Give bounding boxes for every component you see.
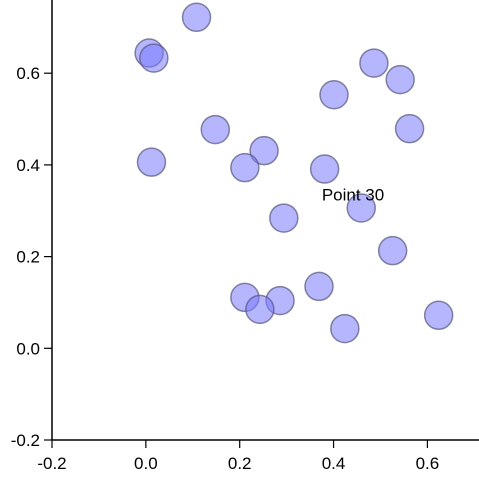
scatter-point bbox=[346, 193, 376, 223]
scatter-point bbox=[304, 271, 334, 302]
x-tick-label: 0.0 bbox=[134, 454, 158, 473]
x-tick-label: 0.2 bbox=[228, 454, 252, 473]
scatter-point bbox=[377, 235, 408, 266]
scatter-point bbox=[309, 154, 340, 184]
scatter-point bbox=[200, 114, 231, 145]
x-tick-label: -0.2 bbox=[37, 454, 66, 473]
y-tick-label: 0.4 bbox=[16, 156, 40, 175]
scatter-point bbox=[230, 152, 260, 183]
scatter-point bbox=[330, 313, 360, 344]
scatter-point bbox=[359, 48, 389, 78]
scatter-point bbox=[319, 79, 349, 110]
y-tick-label: 0.6 bbox=[16, 64, 40, 83]
scatter-point bbox=[136, 147, 167, 177]
point-annotation: Point 30 bbox=[322, 186, 384, 205]
annotations: Point 30 bbox=[322, 186, 384, 205]
scatter-point bbox=[181, 2, 212, 33]
scatter-point bbox=[269, 203, 299, 233]
x-tick-label: 0.4 bbox=[322, 454, 346, 473]
scatter-point bbox=[249, 135, 279, 166]
axes: -0.20.00.20.40.6-0.20.00.20.40.60.8 bbox=[11, 0, 479, 473]
data-points bbox=[134, 2, 454, 344]
y-tick-label: -0.2 bbox=[11, 431, 40, 450]
scatter-point bbox=[394, 113, 425, 144]
y-tick-label: 0.0 bbox=[16, 339, 40, 358]
x-tick-label: 0.6 bbox=[416, 454, 440, 473]
y-tick-label: 0.2 bbox=[16, 248, 40, 267]
scatter-point bbox=[139, 43, 169, 73]
scatter-point bbox=[385, 64, 415, 95]
scatter-point bbox=[423, 300, 454, 331]
scatter-point bbox=[245, 294, 275, 325]
